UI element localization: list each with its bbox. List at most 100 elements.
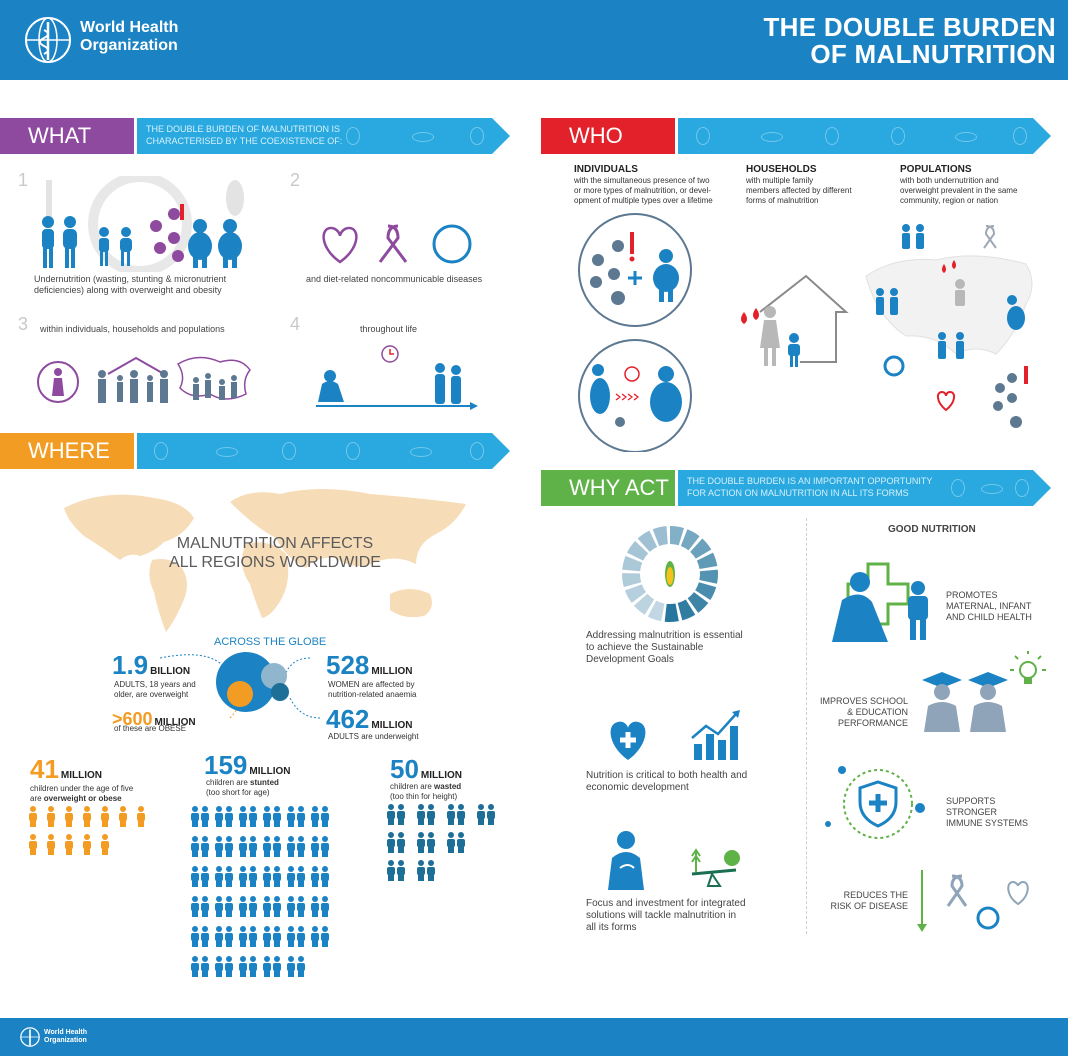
stunted-children-icon-b <box>225 806 233 827</box>
why-arrow-icon <box>1033 470 1051 506</box>
apple-icon <box>891 127 905 145</box>
stunted-children-icon-a <box>263 836 271 857</box>
sdg-wheel-segment <box>647 600 665 622</box>
stunted-children-icon-b <box>249 896 257 917</box>
stat-obese-unit: MILLION <box>154 717 196 728</box>
stunted-children-icon-b <box>297 866 305 887</box>
why-subtitle: THE DOUBLE BURDEN IS AN IMPORTANT OPPORT… <box>687 475 932 499</box>
what-step-3-number: 3 <box>18 314 29 334</box>
why-banner: WHY ACT THE DOUBLE BURDEN IS AN IMPORTAN… <box>541 470 1051 506</box>
stunted-children-icon-a <box>263 866 271 887</box>
why-point-3-line2: solutions will tackle malnutrition in <box>586 910 737 921</box>
banana-icon <box>412 132 434 142</box>
what-arrow-icon <box>492 118 510 154</box>
stat-stunted-text: children are stunted (too short for age) <box>206 778 279 798</box>
stat-women-line2: nutrition-related anaemia <box>328 690 417 699</box>
stat-women-anaemia: 528 MILLION <box>326 652 413 679</box>
what-step-2-text: and diet-related noncommunicable disease… <box>306 274 483 284</box>
stunted-children-icon-a <box>263 806 271 827</box>
overweight-child-icon <box>83 806 91 827</box>
stat-child-over-line2a: are <box>30 794 44 803</box>
org-name-line2: Organization <box>80 37 178 54</box>
stat-wasted-line1b: wasted <box>434 782 462 791</box>
sdg-wheel-segment <box>637 530 658 552</box>
why-subtitle-line1: THE DOUBLE BURDEN IS AN IMPORTANT OPPORT… <box>687 476 933 486</box>
good-nutrition-title: GOOD NUTRITION <box>888 524 976 535</box>
who-individuals-title: INDIVIDUALS <box>574 164 638 175</box>
where-bar <box>137 433 492 469</box>
who-households-line3: forms of malnutrition <box>746 196 819 205</box>
footer-org-name: World Health Organization <box>44 1029 87 1045</box>
stat-stunted-line1b: stunted <box>250 778 279 787</box>
good-3-line1: SUPPORTS <box>946 796 996 806</box>
org-name-line1: World Health <box>80 19 179 36</box>
stunted-children-icon-b <box>297 896 305 917</box>
sdg-wheel-segment <box>627 541 649 561</box>
stunted-children-icon-b <box>201 806 209 827</box>
good-3-line3: IMMUNE SYSTEMS <box>946 818 1029 828</box>
stunted-children-icon-a <box>215 866 223 887</box>
stunted-children-icon-b <box>225 956 233 977</box>
who-emblem-icon <box>25 17 71 63</box>
stunted-children-icon-a <box>287 896 295 917</box>
org-name: World Health Organization <box>80 19 178 55</box>
why-point-3-line1: Focus and investment for integrated <box>586 898 746 909</box>
stat-adults-underweight: 462 MILLION <box>326 706 413 733</box>
apple-icon <box>346 127 360 145</box>
why-point-2-line1: Nutrition is critical to both health and <box>586 770 748 781</box>
who-individuals-text: with the simultaneous presence of two or… <box>574 176 713 206</box>
pear-icon <box>470 127 484 145</box>
stunted-children-icon-a <box>239 896 247 917</box>
who-populations-title: POPULATIONS <box>900 164 972 175</box>
pear-icon <box>1015 479 1029 497</box>
good-nutrition-item-4: REDUCES THE RISK OF DISEASE <box>818 890 908 912</box>
footer-bar: World Health Organization <box>0 1018 1068 1056</box>
stunted-children-icon-a <box>239 926 247 947</box>
wasted-children-icon-b <box>487 804 495 825</box>
sdg-wheel-segment <box>622 555 643 572</box>
stunted-children-icon-b <box>201 866 209 887</box>
why-point-1-line1: Addressing malnutrition is essential <box>586 630 743 641</box>
stunted-children-icon-b <box>225 926 233 947</box>
overweight-child-icon <box>29 834 37 855</box>
map-caption: MALNUTRITION AFFECTS ALL REGIONS WORLDWI… <box>150 534 400 572</box>
stat-obese-number: >600 <box>112 709 153 729</box>
life-course-illustration <box>316 345 478 410</box>
overweight-child-icon <box>119 806 127 827</box>
stat-children-wasted: 50 MILLION <box>390 756 462 783</box>
wasted-children-icon-b <box>397 860 405 881</box>
wasted-children-icon-b <box>457 804 465 825</box>
footer-org-line2: Organization <box>44 1037 87 1044</box>
children-stunted-pictogram <box>191 806 329 977</box>
wasted-children-icon-a <box>477 804 485 825</box>
stunted-children-icon-b <box>297 806 305 827</box>
stat-under-unit: MILLION <box>371 720 413 731</box>
pear-icon <box>470 442 484 460</box>
banana-icon <box>955 132 977 142</box>
good-nutrition-item-2: IMPROVES SCHOOL & EDUCATION PERFORMANCE <box>818 696 908 729</box>
sdg-wheel-icon <box>622 526 718 622</box>
plate-people-illustration <box>42 176 244 272</box>
overweight-child-icon <box>137 806 145 827</box>
ncd-icons <box>322 224 472 264</box>
stunted-children-icon-a <box>287 806 295 827</box>
why-divider <box>806 518 807 934</box>
stat-women-unit: MILLION <box>371 666 413 677</box>
who-households-title: HOUSEHOLDS <box>746 164 817 175</box>
why-tag: WHY ACT <box>541 470 675 506</box>
stat-obese-text: of these are OBESE <box>114 724 187 733</box>
sdg-wheel-segment <box>622 573 642 588</box>
why-point-3-line3: all its forms <box>586 922 637 933</box>
reduce-disease-icons <box>917 870 1029 932</box>
stat-children-overweight: 41 MILLION <box>30 756 102 783</box>
what-step-2-number: 2 <box>290 170 301 190</box>
global-bubbles-chart <box>159 652 321 719</box>
wasted-children-icon-b <box>427 860 435 881</box>
stat-wasted-number: 50 <box>390 754 419 784</box>
overweight-child-icon <box>47 806 55 827</box>
stunted-children-icon-b <box>273 806 281 827</box>
stunted-children-icon-a <box>311 926 319 947</box>
wasted-children-icon-a <box>387 804 395 825</box>
stat-children-stunted: 159 MILLION <box>204 752 291 779</box>
maternal-child-health-icon <box>832 562 928 642</box>
